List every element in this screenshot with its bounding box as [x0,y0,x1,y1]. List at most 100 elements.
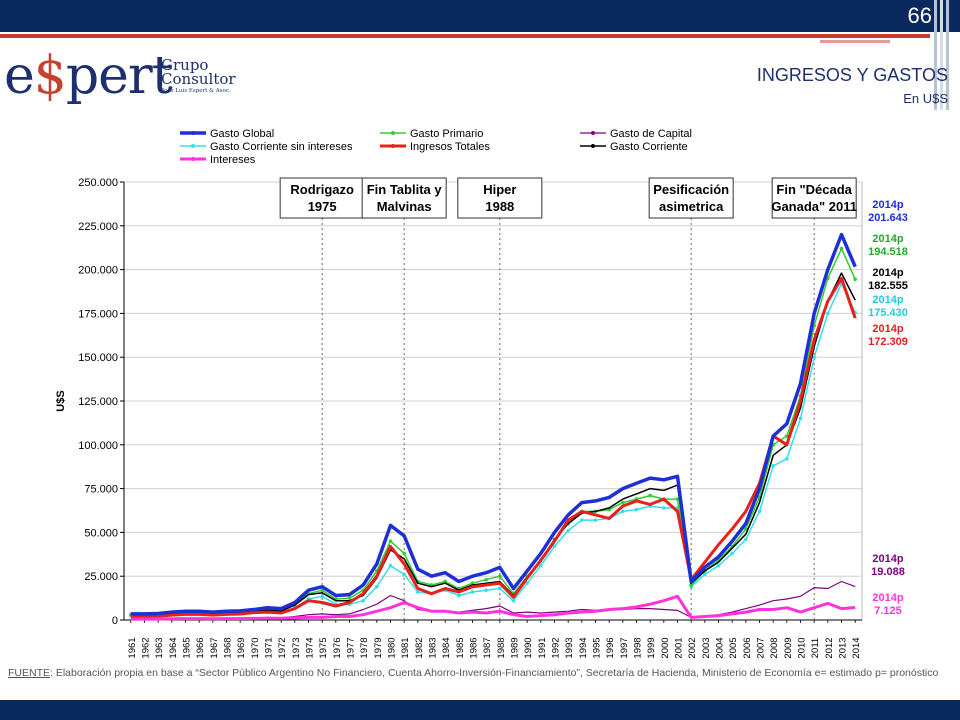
x-tick-label: 1975 [318,637,329,658]
annotation-value: 201.643 [868,212,908,224]
y-tick-label: 75.000 [84,484,118,496]
x-tick-label: 2010 [797,637,808,658]
annotation-value: 172.309 [868,336,908,348]
source-footnote: FUENTE: Elaboración propia en base a “Se… [8,667,939,679]
y-tick-label: 175.000 [78,308,118,320]
event-label: Fin Tablita y [367,182,443,197]
x-tick-label: 1994 [578,637,589,658]
event-label: Pesificación [653,182,729,197]
series-point [470,581,475,586]
slide-title: INGRESOS Y GASTOS [756,65,948,85]
legend-label: Gasto de Capital [610,128,692,140]
espert-logo: e$pert Grupo Consultor José Luis Espert &… [4,44,236,114]
x-tick-label: 1999 [646,637,657,658]
top-accent-line [0,34,930,38]
series-point [566,528,570,533]
series-point [621,509,625,514]
x-tick-label: 1963 [154,637,165,658]
series-point [388,539,393,543]
x-tick-label: 1974 [305,637,316,658]
series-point [347,596,352,600]
legend-label: Intereses [210,154,256,166]
x-tick-label: 1966 [195,637,206,658]
annotation-value: 175.430 [868,307,908,319]
series-point [634,507,639,512]
annotation-year: 2014p [872,592,903,604]
decor-bar [946,0,949,110]
series-point [648,493,652,498]
x-tick-label: 2000 [660,637,671,658]
y-tick-label: 250.000 [78,177,118,189]
annotation-year: 2014p [872,323,903,335]
series-point [839,246,844,251]
series-line-gasto-primario [130,247,856,616]
income-expense-chart: Gasto Global Gasto Primario Gasto de Capit… [55,128,908,659]
x-tick-label: 2003 [701,637,712,658]
x-tick-label: 1988 [496,637,507,658]
x-tick-label: 1976 [332,637,343,658]
chart-grid [123,181,863,621]
legend-marker [391,131,395,135]
x-tick-label: 1962 [141,637,152,658]
legend-marker [191,157,195,161]
chart-legend: Gasto Global Gasto Primario Gasto de Capit… [180,128,692,166]
series-point [730,551,734,556]
x-tick-label: 2008 [769,637,780,658]
x-tick-label: 1993 [564,637,575,658]
series-line-ingresos-totales [130,276,857,618]
series-point [511,598,516,603]
event-box [771,177,857,219]
annotation-value: 182.555 [868,280,908,292]
end-value-annotations: 2014p201.6432014p194.5182014p182.5552014… [868,199,908,617]
x-tick-label: 2012 [824,637,835,658]
annotation-year: 2014p [872,199,903,211]
y-axis: 0 25.000 50.000 75.000 100.000 125.000 150.000… [55,177,125,627]
series-point [484,588,488,593]
slide-number: 66 [907,3,932,28]
x-tick-label: 1982 [414,637,425,658]
x-tick-label: 1984 [441,637,452,658]
annotation-value: 7.125 [874,605,902,617]
x-tick-label: 1990 [523,637,534,658]
event-label: Rodrigazo [290,182,354,197]
x-tick-label: 1969 [236,637,247,658]
series-point [662,506,666,510]
x-tick-label: 2006 [742,637,753,658]
x-tick-label: 1967 [209,637,220,658]
series-line-gasto-global [130,232,857,616]
x-tick-label: 2014 [851,637,862,658]
y-tick-label: 225.000 [78,221,118,233]
y-tick-label: 100.000 [78,440,118,452]
legend-label: Ingresos Totales [410,141,490,153]
annotation-year: 2014p [872,233,903,245]
event-label: Malvinas [377,199,432,214]
event-box [648,177,734,219]
legend-marker [591,144,595,148]
bottom-bar [0,700,960,720]
x-tick-label: 1987 [482,637,493,658]
y-tick-label: 200.000 [78,265,118,277]
series-point [853,277,857,282]
series-point [757,509,762,514]
x-tick-label: 1998 [633,637,644,658]
x-tick-label: 1977 [346,637,357,658]
x-tick-label: 2007 [756,637,767,658]
x-tick-label: 1978 [359,637,370,658]
series-point [675,497,680,501]
x-tick-label: 1985 [455,637,466,658]
logo-subtitle: José Luis Espert & Asoc. [162,88,231,94]
slide-subtitle: En U$S [903,91,948,106]
series-line-intereses [130,594,856,621]
series-point [744,527,748,531]
series-point [375,584,379,589]
legend-label: Gasto Corriente [610,141,688,153]
x-tick-label: 2011 [810,638,821,658]
top-bar [0,0,960,32]
event-label: Hiper [483,182,516,197]
x-tick-label: 1971 [264,637,275,658]
x-tick-label: 1992 [551,637,562,658]
x-tick-label: 1972 [277,637,288,658]
series-point [812,355,816,359]
x-tick-label: 1983 [428,637,439,658]
event-label: 1975 [308,199,337,214]
